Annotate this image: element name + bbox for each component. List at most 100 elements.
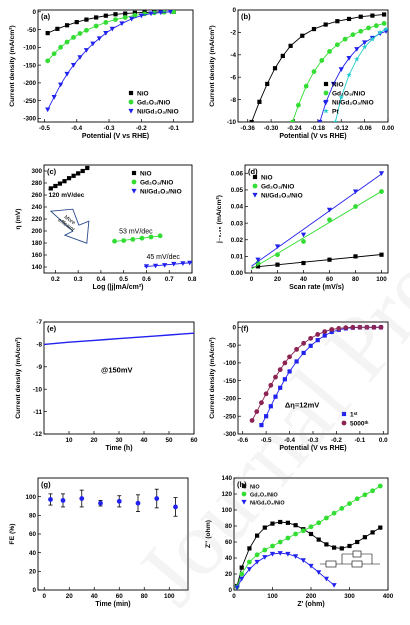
data-point (322, 329, 328, 334)
y-tick-label: -100 (223, 360, 236, 367)
data-point (301, 260, 306, 266)
data-point (255, 260, 261, 266)
data-point (123, 11, 128, 16)
series-gd2o3-nio (45, 10, 177, 64)
data-point (58, 44, 64, 50)
x-tick-label: -0.2 (136, 125, 147, 132)
data-point (259, 400, 264, 406)
data-point (254, 559, 260, 565)
data-point (187, 260, 192, 266)
plot-area (249, 324, 384, 428)
x-tick-label: 0.3 (74, 276, 83, 283)
data-point (331, 510, 337, 516)
data-point (338, 67, 344, 72)
data-point (273, 374, 278, 380)
data-point (129, 16, 135, 22)
plot-area (44, 332, 194, 346)
data-point (357, 324, 363, 330)
legend-marker (252, 174, 258, 180)
series-line (334, 28, 387, 122)
x-tick-label: 20 (90, 437, 98, 444)
arrow-shape (49, 208, 90, 244)
data-point (254, 552, 260, 558)
more-efficient-arrow: Moreefficient (49, 208, 90, 244)
series-ni-gd2o3-nio (251, 171, 385, 267)
data-point (378, 324, 384, 330)
data-point (285, 520, 290, 525)
x-tick-label: -0.24 (287, 125, 302, 132)
y-tick-label: -50 (27, 27, 37, 34)
y-tick-label: 120 (221, 491, 232, 498)
data-point (338, 94, 344, 100)
x-tick-label: 80 (352, 276, 360, 283)
data-point (263, 391, 269, 397)
x-tick-label: 10 (65, 437, 73, 444)
legend-marker (241, 491, 247, 497)
y-tick-label: 200 (31, 228, 42, 235)
circuit-resistor-rs (325, 560, 337, 568)
y-axis-label: Current density (mA/cm²) (209, 337, 216, 419)
data-point (293, 523, 298, 528)
data-point (96, 36, 102, 42)
y-tick-label: 20 (225, 571, 233, 578)
data-point (370, 13, 375, 18)
x-tick-label: 100 (267, 593, 278, 600)
x-tick-label: 60 (326, 276, 334, 283)
x-tick-label: 40 (300, 276, 308, 283)
legend-label: Ni/Gd₂O₃/NiO (250, 500, 285, 506)
data-point (71, 34, 76, 40)
data-point (76, 171, 81, 176)
y-tick-label: -6 (230, 74, 236, 81)
data-point (135, 500, 141, 506)
data-point (74, 19, 79, 25)
data-point (112, 238, 117, 244)
data-point (94, 15, 99, 20)
data-point (55, 26, 60, 31)
data-point (370, 488, 375, 494)
data-point (332, 119, 339, 122)
x-tick-label: 0.00 (382, 125, 395, 132)
data-point (315, 332, 321, 337)
legend-marker (131, 179, 137, 185)
data-point (346, 16, 352, 22)
data-point (119, 21, 125, 27)
series-gd2o3-nio (290, 21, 387, 122)
data-point (329, 327, 335, 332)
legend: 1ˢᵗ 5000ᵗʰ (341, 411, 369, 427)
x-tick-label: -0.3 (104, 125, 115, 132)
y-tick-label: 100 (221, 507, 232, 514)
fit-line (251, 254, 382, 268)
x-tick-label: -0.30 (264, 125, 279, 132)
legend: NiO Gd₂O₃/NiO Ni/Gd₂O₃/NiO (241, 483, 285, 506)
y-tick-label: -7 (36, 319, 42, 326)
data-point (103, 13, 108, 18)
data-point (280, 53, 285, 59)
data-point (143, 264, 150, 269)
x-axis-label: Time (min) (95, 601, 130, 608)
y-tick-label: -12 (33, 431, 43, 438)
legend-label: Gd₂O₃/NiO (140, 179, 173, 186)
legend-label: NiO (332, 81, 344, 88)
x-tick-label: 80 (141, 593, 149, 600)
data-point (300, 33, 305, 38)
data-point (383, 26, 388, 32)
data-point (300, 558, 306, 563)
data-point (350, 32, 356, 38)
data-point (152, 263, 159, 269)
data-point (323, 22, 328, 27)
slope-annotation-ni-gd2o3: 45 mV/dec (146, 254, 180, 261)
legend-marker (128, 108, 134, 114)
data-point (288, 43, 293, 48)
data-point (339, 546, 344, 551)
data-point (239, 571, 245, 577)
y-tick-label: 40 (29, 550, 37, 557)
data-point (64, 23, 70, 28)
data-point (173, 504, 178, 510)
data-point (364, 324, 370, 330)
potential-annotation: @150mV (101, 365, 133, 374)
y-axis-label: Z'' (ohm) (205, 520, 212, 548)
data-point (58, 82, 64, 88)
data-point (347, 501, 352, 506)
plot-frame (37, 9, 194, 123)
data-point (122, 15, 128, 20)
